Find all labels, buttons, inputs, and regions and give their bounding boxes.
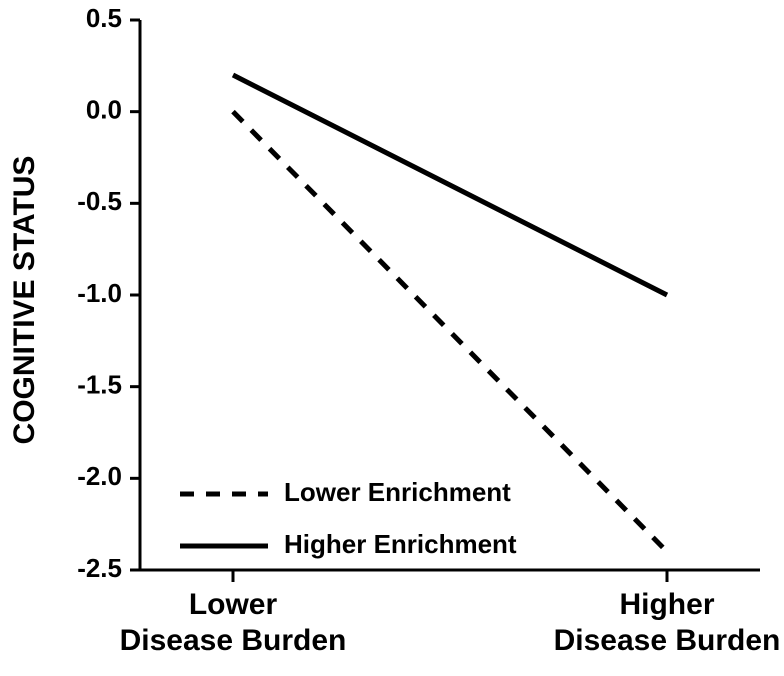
y-tick-label: -1.0 xyxy=(77,278,122,308)
y-tick-label: -0.5 xyxy=(77,186,122,216)
y-tick-label: -2.0 xyxy=(77,461,122,491)
y-tick-label: 0.5 xyxy=(86,3,122,33)
x-category-label-line2: Disease Burden xyxy=(120,624,347,657)
y-axis-label: COGNITIVE STATUS xyxy=(8,156,41,445)
cognitive-status-chart: 0.50.0-0.5-1.0-1.5-2.0-2.5LowerDisease B… xyxy=(0,0,784,676)
legend-label-0: Lower Enrichment xyxy=(284,477,511,507)
y-tick-label: 0.0 xyxy=(86,95,122,125)
x-category-label-line1: Higher xyxy=(619,588,714,621)
y-tick-label: -1.5 xyxy=(77,370,122,400)
x-category-label-line2: Disease Burden xyxy=(554,624,781,657)
y-tick-label: -2.5 xyxy=(77,553,122,583)
legend-label-1: Higher Enrichment xyxy=(284,529,517,559)
x-category-label-line1: Lower xyxy=(189,588,278,621)
